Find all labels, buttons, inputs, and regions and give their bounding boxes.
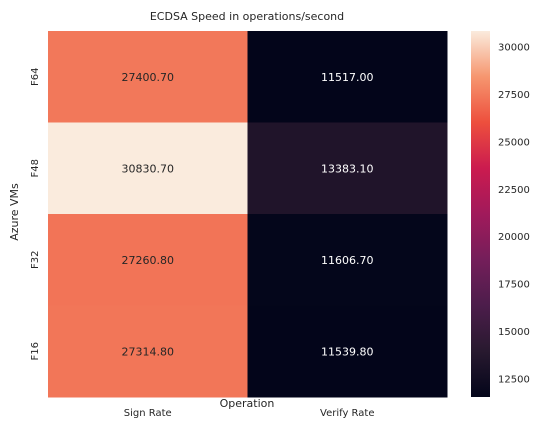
colorbar-tick-label: 17500: [498, 280, 530, 291]
heatmap-cell: [247, 305, 448, 398]
y-tick-label: F64: [30, 68, 41, 86]
y-axis-label: Azure VMs: [8, 183, 21, 241]
y-tick-label: F48: [30, 159, 41, 177]
colorbar: [471, 31, 490, 397]
cell-value-label: 27314.80: [122, 345, 175, 358]
cell-value-label: 13383.10: [321, 162, 374, 175]
y-tick-label: F16: [30, 342, 41, 360]
colorbar-tick-label: 12500: [498, 374, 530, 385]
y-tick-labels: F64 F48 F32 F16: [30, 68, 41, 361]
heatmap-cell: [247, 122, 448, 215]
heatmap-cell: [247, 31, 448, 123]
colorbar-tick-label: 27500: [498, 90, 530, 101]
heatmap-cell: [48, 305, 248, 398]
colorbar-tick-label: 25000: [498, 137, 530, 148]
heatmap-cell: [48, 122, 248, 215]
x-tick-labels: Sign Rate Verify Rate: [124, 408, 375, 419]
x-tick-label: Verify Rate: [320, 408, 374, 419]
x-axis-label: Operation: [220, 397, 275, 410]
cell-value-label: 30830.70: [122, 162, 175, 175]
colorbar-tick-label: 15000: [498, 327, 530, 338]
cell-value-label: 11517.00: [321, 71, 374, 84]
cell-value-label: 11539.80: [321, 345, 374, 358]
cell-value-label: 27260.80: [122, 254, 175, 267]
y-tick-label: F32: [30, 251, 41, 269]
colorbar-tick-label: 22500: [498, 185, 530, 196]
heatmap-cell: [48, 31, 248, 123]
cell-value-label: 11606.70: [321, 254, 374, 267]
cell-value-label: 27400.70: [122, 71, 175, 84]
x-tick-label: Sign Rate: [124, 408, 172, 419]
heatmap-cells: 27400.70 11517.00 30830.70 13383.10 27260.80…: [48, 31, 448, 398]
colorbar-tick-label: 20000: [498, 232, 530, 243]
heatmap-cell: [48, 214, 248, 306]
heatmap-cell: [247, 214, 448, 306]
chart-title: ECDSA Speed in operations/second: [150, 10, 344, 23]
colorbar-tick-label: 30000: [498, 43, 530, 54]
colorbar-ticks: 12500 15000 17500 20000 22500 25000 27500 30000: [498, 43, 530, 386]
